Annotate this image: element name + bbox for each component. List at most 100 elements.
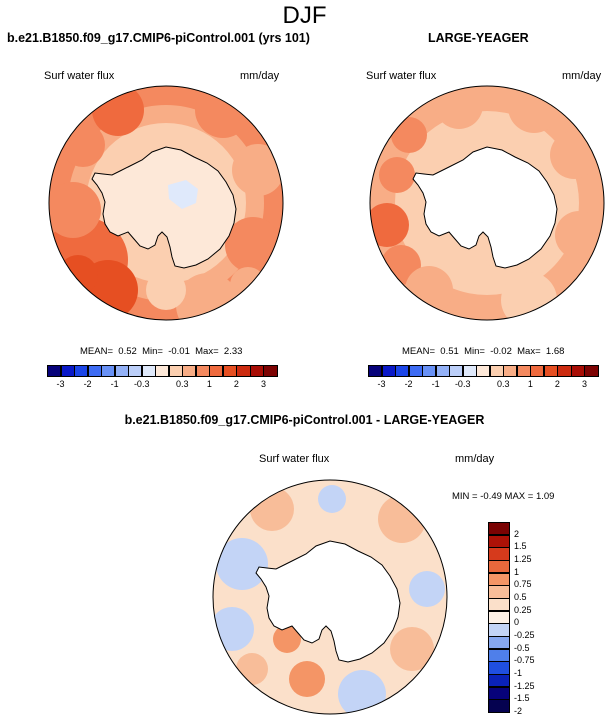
field-patch: [550, 131, 598, 179]
panel1-mean-label: MEAN=: [80, 346, 113, 357]
field-patch: [232, 144, 283, 196]
panel1-left-label: Surf water flux: [44, 70, 115, 82]
panel2-max-label: Max=: [517, 346, 541, 357]
panel3-units: mm/day: [455, 453, 495, 465]
field-patch: [49, 182, 101, 238]
colorbar-tick-label: 0.75: [514, 579, 532, 590]
field-patch: [250, 487, 294, 531]
colorbar-cell: [476, 365, 491, 377]
colorbar-tick-label: 1: [514, 566, 520, 577]
panel3-stats: MIN = -0.49 MAX = 1.09: [452, 491, 554, 502]
field-patch: [378, 495, 426, 543]
colorbar-cell: [462, 365, 477, 377]
field-patch: [390, 627, 434, 671]
panel2-mean-label: MEAN=: [402, 346, 435, 357]
panel2-stats: MEAN= 0.51 Min= -0.02 Max= 1.68: [402, 346, 564, 357]
panel3-min-value: -0.49: [480, 491, 502, 502]
colorbar-cell: [422, 365, 437, 377]
field-patch: [318, 485, 346, 513]
colorbar-cell: [557, 365, 572, 377]
colorbar-cell: [168, 365, 183, 377]
colorbar-cell: [488, 585, 510, 599]
colorbar-cell: [195, 365, 210, 377]
panel3-map: [212, 479, 448, 715]
colorbar-cell: [408, 365, 423, 377]
panel2-map: [369, 85, 605, 321]
colorbar-tick-label: 0: [514, 617, 520, 628]
panel2-title: LARGE-YEAGER: [428, 31, 529, 45]
colorbar-tick-label: -1: [110, 379, 119, 389]
colorbar-cell: [101, 365, 116, 377]
colorbar-tick-label: 1.5: [514, 541, 527, 552]
colorbar-tick-label: -0.3: [454, 379, 471, 389]
colorbar-tick-label: 2: [233, 379, 239, 389]
colorbar-cell: [488, 598, 510, 612]
panel3-left-label: Surf water flux: [259, 453, 330, 465]
field-patch: [236, 653, 268, 685]
colorbar-tick-label: -1: [431, 379, 440, 389]
field-patch: [273, 625, 301, 653]
colorbar-tick-label: -2: [83, 379, 92, 389]
colorbar-tick-label: 0.3: [497, 379, 510, 389]
colorbar-tick-label: 3: [260, 379, 266, 389]
colorbar-tick-label: -2: [404, 379, 413, 389]
colorbar-cell: [516, 365, 531, 377]
colorbar-cell: [543, 365, 558, 377]
colorbar-cell: [488, 534, 510, 548]
colorbar-tick-label: 2: [554, 379, 560, 389]
colorbar-cell: [47, 365, 62, 377]
field-patch: [216, 538, 268, 590]
colorbar-tick-label: 0.3: [176, 379, 189, 389]
colorbar-cell: [182, 365, 197, 377]
map-boundary: [369, 85, 605, 321]
colorbar-tick-label: 1: [527, 379, 533, 389]
panel1-min-label: Min=: [142, 346, 163, 357]
colorbar-tick-label: -0.25: [514, 630, 535, 640]
colorbar-cell: [488, 636, 510, 650]
panel2-units: mm/day: [562, 70, 602, 82]
colorbar-cell: [155, 365, 170, 377]
panel2-min-label: Min=: [464, 346, 485, 357]
colorbar-cell: [488, 547, 510, 561]
colorbar-cell: [236, 365, 251, 377]
panel2-left-label: Surf water flux: [366, 70, 437, 82]
colorbar-tick-label: 0.25: [514, 604, 532, 615]
panel2-max-value: 1.68: [545, 346, 565, 357]
colorbar-tick-label: -0.75: [514, 655, 535, 666]
field-patch: [379, 157, 415, 193]
field-patch: [146, 270, 186, 310]
colorbar-tick-label: -0.5: [514, 642, 530, 653]
colorbar-cell: [488, 686, 510, 700]
colorbar-cell: [488, 560, 510, 574]
colorbar-cell: [222, 365, 237, 377]
colorbar-cell: [395, 365, 410, 377]
colorbar-cell: [488, 674, 510, 688]
antarctica-coastline: [255, 540, 401, 663]
colorbar-tick-label: -1.25: [514, 680, 535, 691]
colorbar-cell: [141, 365, 156, 377]
field-patch: [409, 571, 445, 607]
colorbar-cell: [503, 365, 518, 377]
field-patch: [370, 203, 409, 247]
colorbar-cell: [435, 365, 450, 377]
panel3-title: b.e21.B1850.f09_g17.CMIP6-piControl.001 …: [124, 413, 485, 427]
field-patch: [391, 117, 427, 153]
colorbar-tick-label: -3: [56, 379, 65, 389]
colorbar-cell: [263, 365, 278, 377]
ice-shelf-patch: [168, 180, 198, 209]
colorbar-cell: [488, 661, 510, 675]
colorbar-tick-label: 3: [581, 379, 587, 389]
colorbar-cell: [209, 365, 224, 377]
colorbar-cell: [488, 699, 510, 713]
panel1-stats: MEAN= 0.52 Min= -0.01 Max= 2.33: [80, 346, 242, 357]
colorbar-cell: [381, 365, 396, 377]
antarctica-coastline: [91, 146, 237, 269]
colorbar-cell: [74, 365, 89, 377]
colorbar-tick-label: 0.5: [514, 592, 527, 602]
colorbar-cell: [60, 365, 75, 377]
colorbar-cell: [128, 365, 143, 377]
field-patch: [92, 86, 144, 136]
field-patch: [405, 266, 453, 314]
colorbar-tick-label: 2: [514, 528, 520, 539]
field-patch: [225, 217, 281, 273]
